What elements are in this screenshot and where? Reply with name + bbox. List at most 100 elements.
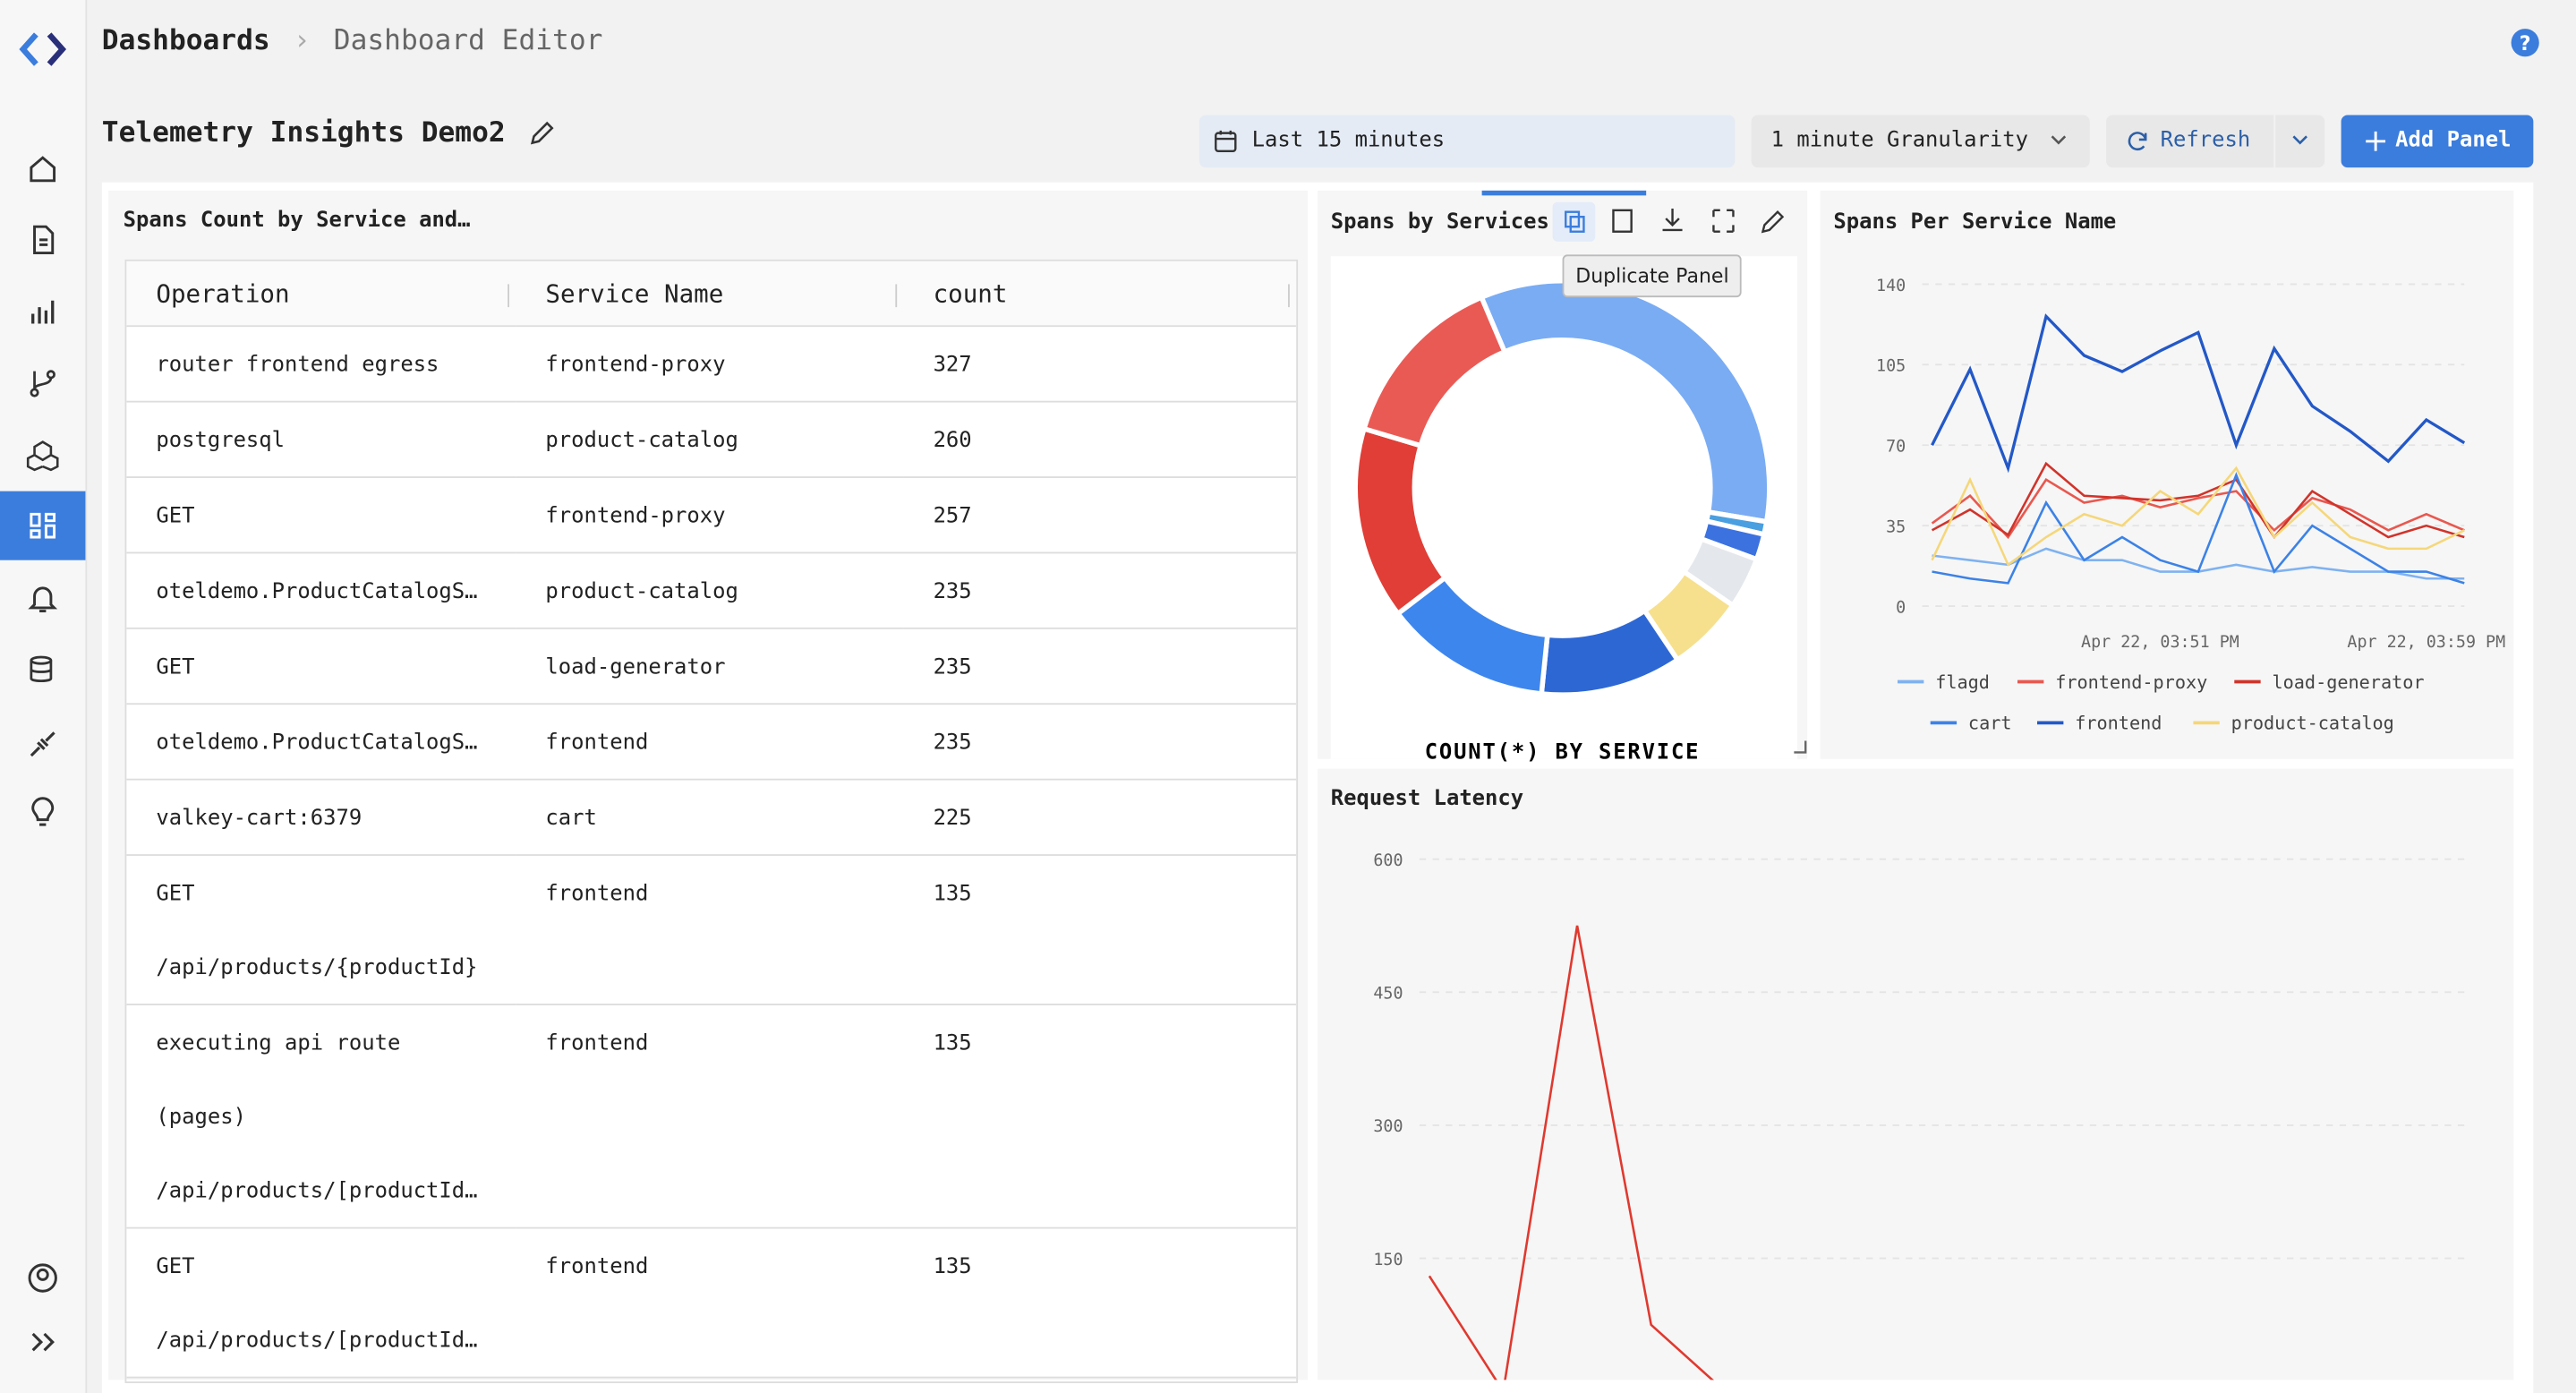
service-text: frontend bbox=[545, 731, 649, 756]
table-row: postgresql product-catalog 260 bbox=[126, 401, 1297, 478]
x-tick-label: Apr 22, 03:51 PM bbox=[2081, 633, 2239, 652]
drag-handle[interactable] bbox=[1481, 190, 1647, 196]
svg-text:?: ? bbox=[2520, 33, 2531, 56]
spans-table: Operation Service Name count router fronten… bbox=[126, 261, 1297, 1379]
operation-text: /api/products/[productId… bbox=[156, 1329, 478, 1354]
count-text: 135 bbox=[933, 1031, 972, 1056]
table-row: GET/api/products/{productId} frontend 135 bbox=[126, 855, 1297, 1005]
breadcrumb-separator: › bbox=[293, 24, 311, 58]
expand-icon[interactable] bbox=[26, 1326, 59, 1359]
table-panel: Spans Count by Service and… Operation Ser… bbox=[108, 190, 1309, 1383]
table-row: valkey-cart:6379 cart 225 bbox=[126, 779, 1297, 856]
service-text: frontend bbox=[545, 1254, 649, 1280]
count-cell: 235 bbox=[903, 552, 1297, 629]
refresh-label: Refresh bbox=[2160, 128, 2251, 153]
calendar-icon bbox=[1215, 130, 1237, 153]
operation-cell: executing api route (pages) /api/products/… bbox=[126, 1004, 516, 1229]
clipboard-icon[interactable] bbox=[1612, 209, 1633, 233]
operation-text: postgresql bbox=[156, 428, 286, 454]
table-row: oteldemo.ProductCatalogS… product-catalog… bbox=[126, 552, 1297, 629]
profile-icon[interactable] bbox=[26, 1261, 59, 1295]
operation-cell: oteldemo.ProductCatalogS… bbox=[126, 704, 516, 781]
series-line bbox=[1428, 925, 1714, 1380]
count-text: 135 bbox=[933, 1254, 972, 1280]
operation-text: GET bbox=[156, 655, 195, 680]
operation-cell: router frontend egress bbox=[126, 326, 516, 403]
service-text: frontend-proxy bbox=[545, 504, 726, 529]
breadcrumb-root[interactable]: Dashboards bbox=[101, 24, 270, 58]
operation-text: oteldemo.ProductCatalogS… bbox=[156, 579, 478, 605]
plus-icon bbox=[2366, 131, 2386, 151]
service-text: frontend bbox=[545, 1031, 649, 1056]
operation-text: oteldemo.ProductCatalogS… bbox=[156, 731, 478, 756]
operation-cell: GET/api/products/[productId… bbox=[126, 1227, 516, 1379]
table-row: GET frontend-proxy 257 bbox=[126, 477, 1297, 554]
count-cell: 135 bbox=[903, 1004, 1297, 1229]
refresh-options[interactable] bbox=[2275, 115, 2325, 168]
chevron bbox=[2051, 135, 2067, 145]
download-icon[interactable] bbox=[1662, 209, 1683, 232]
duplicate-button[interactable] bbox=[1552, 201, 1596, 242]
service-cell: cart bbox=[516, 779, 904, 856]
dashboards-icon[interactable] bbox=[26, 509, 59, 543]
docs-icon[interactable] bbox=[26, 224, 59, 257]
integrations-icon[interactable] bbox=[26, 728, 59, 761]
count-text: 235 bbox=[933, 731, 972, 756]
operation-cell: valkey-cart:6379 bbox=[126, 779, 516, 856]
operation-text: /api/products/{productId} bbox=[156, 955, 478, 981]
table-row: oteldemo.ProductCatalogS… frontend 235 bbox=[126, 704, 1297, 781]
count-text: 225 bbox=[933, 806, 972, 832]
insights-icon[interactable] bbox=[26, 797, 59, 830]
y-tick-label: 0 bbox=[1896, 598, 1906, 617]
column-divider bbox=[895, 283, 898, 307]
operation-text: GET bbox=[156, 1254, 195, 1280]
column-label: Service Name bbox=[545, 278, 724, 309]
table-row: GET/api/products/[productId… frontend 135 bbox=[126, 1227, 1297, 1379]
count-text: 135 bbox=[933, 882, 972, 907]
add-panel-button[interactable]: Add Panel bbox=[2341, 115, 2534, 168]
service-text: cart bbox=[545, 806, 597, 832]
column-header: count bbox=[903, 261, 1297, 328]
edit-panel-icon[interactable] bbox=[1761, 210, 1785, 234]
alerts-icon[interactable] bbox=[26, 582, 59, 615]
operation-text: GET bbox=[156, 882, 195, 907]
legend-label: frontend bbox=[2075, 713, 2162, 734]
chevron bbox=[2292, 135, 2307, 145]
count-cell: 135 bbox=[903, 855, 1297, 1005]
line-panel bbox=[1820, 190, 2514, 759]
data-icon[interactable] bbox=[26, 654, 59, 687]
active-nav[interactable] bbox=[0, 491, 86, 560]
edit-title-icon[interactable] bbox=[529, 120, 555, 146]
legend-label: frontend-proxy bbox=[2055, 671, 2207, 693]
granularity-select[interactable]: 1 minute Granularity bbox=[1751, 115, 2090, 168]
breadcrumb-current: Dashboard Editor bbox=[333, 24, 603, 58]
operation-cell: oteldemo.ProductCatalogS… bbox=[126, 552, 516, 629]
time-range-picker[interactable]: Last 15 minutes bbox=[1198, 115, 1736, 168]
service-text: product-catalog bbox=[545, 579, 738, 605]
service-text: product-catalog bbox=[545, 428, 738, 454]
x-tick-label: Apr 22, 03:59 PM bbox=[2347, 633, 2505, 652]
column-header: Service Name bbox=[516, 261, 904, 328]
service-cell: frontend bbox=[516, 1004, 904, 1229]
donut-slice bbox=[1361, 294, 1508, 449]
traces-icon[interactable] bbox=[26, 366, 59, 399]
y-tick-label: 35 bbox=[1886, 518, 1906, 537]
home-icon[interactable] bbox=[26, 153, 59, 186]
services-icon[interactable] bbox=[26, 439, 59, 472]
panel-actions bbox=[1552, 201, 1807, 754]
add-panel-label: Add Panel bbox=[2395, 128, 2512, 153]
refresh-button[interactable]: Refresh bbox=[2106, 115, 2274, 168]
operation-cell: postgresql bbox=[126, 401, 516, 478]
help-icon[interactable]: ? bbox=[2511, 28, 2540, 57]
column-header: Operation bbox=[126, 261, 516, 328]
time-range: Last 15 minutes bbox=[1251, 128, 1446, 153]
fullscreen-icon[interactable] bbox=[1712, 209, 1735, 233]
tooltip: Duplicate Panel bbox=[1562, 254, 1743, 298]
y-tick-label: 150 bbox=[1373, 1251, 1403, 1269]
service-text: frontend bbox=[545, 882, 649, 907]
metrics-icon[interactable] bbox=[26, 295, 59, 329]
resize-handle[interactable] bbox=[1794, 740, 1807, 754]
